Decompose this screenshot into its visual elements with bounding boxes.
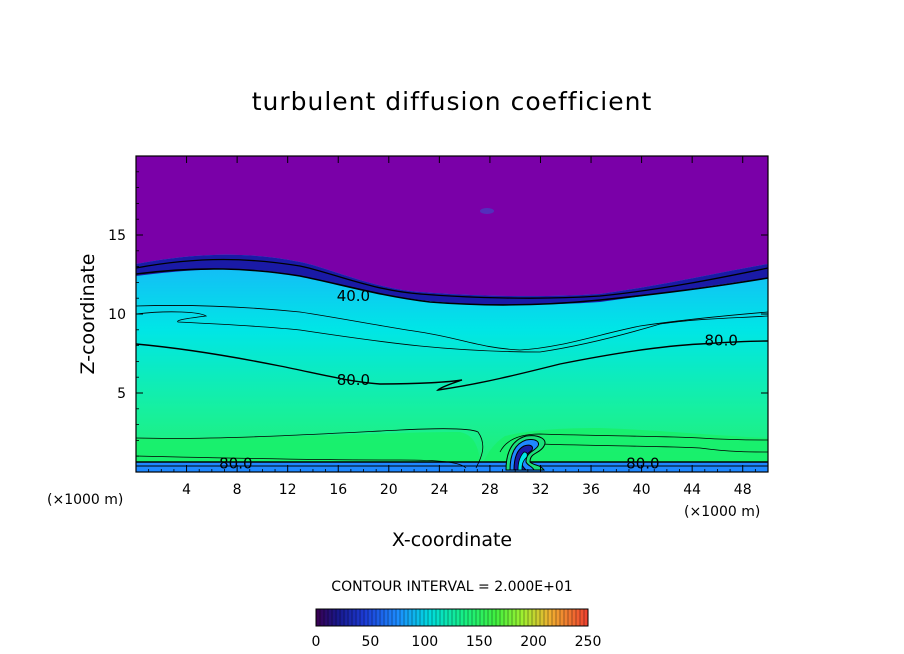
green-zone [136,428,768,468]
x-tick-label: 8 [233,482,242,498]
x-axis-label: X-coordinate [392,529,512,551]
contour-line [136,305,768,351]
contour-lines [136,258,768,469]
blob-feature [480,208,494,214]
x-left-unit-label: (×1000 m) [47,492,123,508]
x-tick-label: 12 [279,482,297,498]
contour-interval-text: CONTOUR INTERVAL = 2.000E+01 [331,579,572,595]
colorbar-tick-label: 200 [520,634,547,650]
x-tick-label: 20 [380,482,398,498]
convective-cell-contour [517,451,528,471]
contour-label: 80.0 [219,455,252,473]
contour-line [136,428,484,469]
contour-line [499,433,768,453]
colorbar-tick-label: 100 [411,634,438,650]
chart-title: turbulent diffusion coefficient [252,87,653,116]
colorbar: 0 50 100 150 200 250 [312,608,602,650]
contour-label: 40.0 [337,287,370,305]
colorbar-stripes [319,609,585,626]
x-axis-ticks: 4 8 12 16 20 24 28 32 36 40 44 48 [148,156,756,498]
surface-band [136,462,768,472]
contour-label: 80.0 [337,371,370,389]
colorbar-tick-label: 250 [575,634,602,650]
dark-blue-band [136,254,768,305]
contour-label: 80.0 [626,455,659,473]
contour-line [136,340,768,391]
contour-label: 80.0 [705,331,738,349]
x-tick-label: 48 [734,482,752,498]
x-tick-label: 36 [582,482,600,498]
y-tick-label: 10 [108,307,126,323]
colorbar-labels: 0 50 100 150 200 250 [312,634,602,650]
x-tick-label: 24 [430,482,448,498]
contour-line [136,268,768,306]
convective-cell [505,435,546,471]
y-axis-label: Z-coordinate [77,254,99,375]
x-tick-label: 4 [182,482,191,498]
x-tick-label: 44 [683,482,701,498]
x-tick-label: 40 [633,482,651,498]
y-axis-ticks: 5 10 15 [108,171,768,457]
colorbar-tick-label: 150 [466,634,493,650]
y-tick-label: 5 [117,386,126,402]
colorbar-frame [315,608,589,627]
contour-labels: 40.0 80.0 80.0 80.0 80.0 [219,287,738,472]
colorbar-tick-label: 0 [312,634,321,650]
x-tick-label: 16 [329,482,347,498]
x-right-unit-label: (×1000 m) [684,504,760,520]
contour-line [136,311,768,353]
contour-line [136,258,768,299]
upper-field [136,156,768,297]
y-tick-label: 15 [108,228,126,244]
colorbar-tick-label: 50 [361,634,379,650]
plot-area [136,156,768,472]
x-tick-label: 28 [481,482,499,498]
x-tick-label: 32 [532,482,550,498]
